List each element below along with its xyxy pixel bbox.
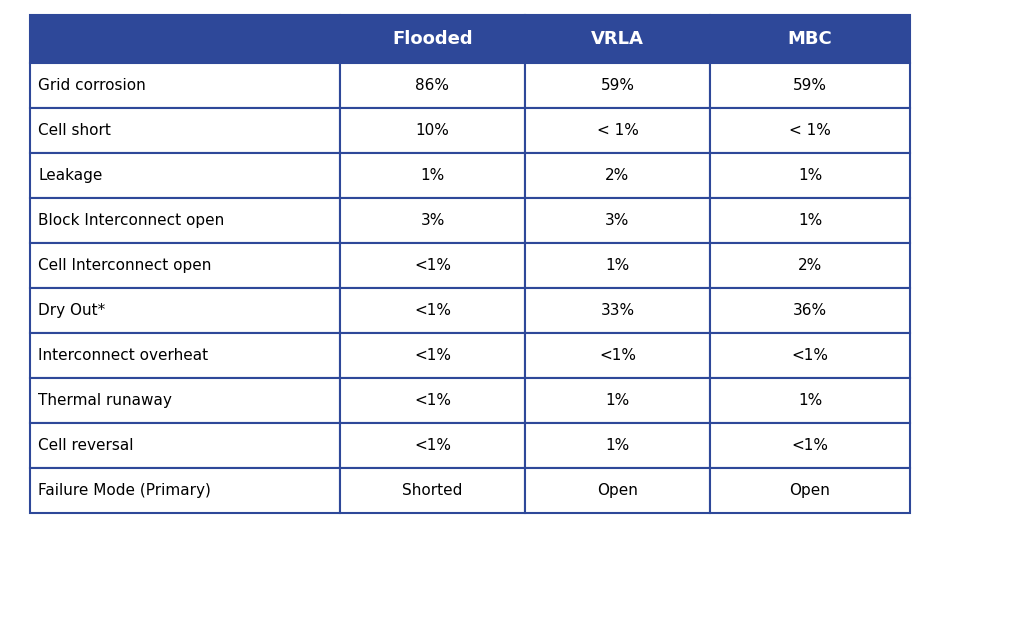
Text: <1%: <1% xyxy=(791,438,828,453)
Bar xyxy=(30,333,340,378)
Bar xyxy=(710,243,910,288)
Text: Cell Interconnect open: Cell Interconnect open xyxy=(38,258,212,273)
Bar xyxy=(525,108,710,153)
Bar xyxy=(30,378,340,423)
Text: 36%: 36% xyxy=(793,303,827,318)
Text: Flooded: Flooded xyxy=(393,30,473,48)
Text: 2%: 2% xyxy=(797,258,822,273)
Bar xyxy=(30,288,340,333)
Bar xyxy=(340,243,525,288)
Text: 3%: 3% xyxy=(420,213,444,228)
Text: 33%: 33% xyxy=(600,303,634,318)
Text: Failure Mode (Primary): Failure Mode (Primary) xyxy=(38,483,211,498)
Bar xyxy=(710,423,910,468)
Bar xyxy=(525,333,710,378)
Bar xyxy=(525,288,710,333)
Bar xyxy=(710,153,910,198)
Text: 3%: 3% xyxy=(605,213,630,228)
Bar xyxy=(710,108,910,153)
Bar xyxy=(340,423,525,468)
Text: Dry Out*: Dry Out* xyxy=(38,303,105,318)
Text: MBC: MBC xyxy=(787,30,833,48)
Text: Cell short: Cell short xyxy=(38,123,111,138)
Text: 86%: 86% xyxy=(415,78,449,93)
Text: Thermal runaway: Thermal runaway xyxy=(38,393,171,408)
Bar xyxy=(525,63,710,108)
Bar xyxy=(710,63,910,108)
Bar xyxy=(30,108,340,153)
Bar xyxy=(340,198,525,243)
Bar xyxy=(340,333,525,378)
Text: < 1%: < 1% xyxy=(789,123,831,138)
Bar xyxy=(525,15,710,63)
Bar xyxy=(710,288,910,333)
Bar xyxy=(30,15,340,63)
Bar xyxy=(340,153,525,198)
Bar xyxy=(525,468,710,513)
Text: 1%: 1% xyxy=(605,258,630,273)
Text: < 1%: < 1% xyxy=(597,123,638,138)
Text: Cell reversal: Cell reversal xyxy=(38,438,133,453)
Bar xyxy=(525,378,710,423)
Text: 59%: 59% xyxy=(793,78,827,93)
Bar xyxy=(525,243,710,288)
Text: <1%: <1% xyxy=(791,348,828,363)
Text: Open: Open xyxy=(789,483,831,498)
Bar xyxy=(30,423,340,468)
Bar xyxy=(340,15,525,63)
Text: 2%: 2% xyxy=(605,168,630,183)
Bar xyxy=(30,153,340,198)
Text: 1%: 1% xyxy=(797,168,822,183)
Text: 1%: 1% xyxy=(605,438,630,453)
Text: <1%: <1% xyxy=(414,438,451,453)
Text: Interconnect overheat: Interconnect overheat xyxy=(38,348,208,363)
Text: <1%: <1% xyxy=(599,348,636,363)
Bar xyxy=(30,468,340,513)
Text: VRLA: VRLA xyxy=(591,30,644,48)
Text: 1%: 1% xyxy=(420,168,444,183)
Bar xyxy=(30,63,340,108)
Bar xyxy=(30,243,340,288)
Text: Open: Open xyxy=(597,483,638,498)
Bar xyxy=(710,468,910,513)
Text: <1%: <1% xyxy=(414,303,451,318)
Bar xyxy=(340,378,525,423)
Bar xyxy=(340,468,525,513)
Text: 10%: 10% xyxy=(415,123,449,138)
Text: Grid corrosion: Grid corrosion xyxy=(38,78,146,93)
Text: <1%: <1% xyxy=(414,348,451,363)
Bar xyxy=(525,423,710,468)
Bar xyxy=(30,198,340,243)
Text: 59%: 59% xyxy=(600,78,634,93)
Bar xyxy=(710,15,910,63)
Bar xyxy=(710,198,910,243)
Text: Block Interconnect open: Block Interconnect open xyxy=(38,213,224,228)
Bar xyxy=(710,333,910,378)
Text: 1%: 1% xyxy=(797,213,822,228)
Text: Shorted: Shorted xyxy=(402,483,463,498)
Bar xyxy=(340,63,525,108)
Bar xyxy=(710,378,910,423)
Text: <1%: <1% xyxy=(414,393,451,408)
Bar xyxy=(340,288,525,333)
Bar xyxy=(340,108,525,153)
Text: 1%: 1% xyxy=(797,393,822,408)
Bar xyxy=(525,198,710,243)
Text: 1%: 1% xyxy=(605,393,630,408)
Bar xyxy=(525,153,710,198)
Text: <1%: <1% xyxy=(414,258,451,273)
Text: Leakage: Leakage xyxy=(38,168,102,183)
